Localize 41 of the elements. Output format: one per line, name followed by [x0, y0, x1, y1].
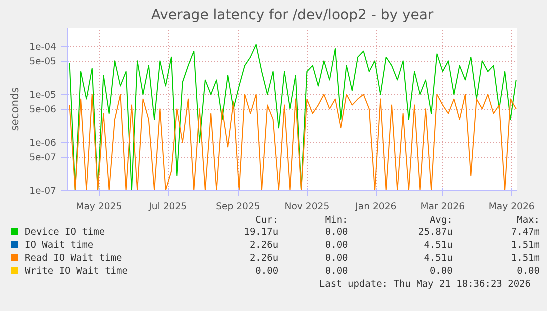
y-tick-label: 1e-06: [30, 138, 57, 150]
text: 0.00: [324, 239, 348, 252]
x-tick-label: Sep 2025: [216, 202, 260, 212]
legend-label: IO Wait time: [24, 239, 95, 252]
chart-title: Average latency for /dev/loop2 - by year: [151, 8, 434, 24]
text: Cur:: [254, 215, 279, 226]
text: 2.26u: [248, 252, 279, 265]
y-tick-label: 1e-07: [30, 186, 57, 197]
x-tick-label: May 2025: [76, 202, 122, 212]
text: Avg:: [428, 215, 453, 226]
text: Last update: Thu May 21 18:36:23 2026: [318, 278, 532, 292]
y-tick-label: 1e-04: [30, 42, 57, 54]
y-tick-label: 1e-05: [30, 90, 57, 102]
x-tick-label: Nov 2025: [284, 202, 330, 212]
text: 1.51m: [510, 239, 540, 252]
text: 0.00: [516, 265, 540, 278]
x-tick-label: Jan 2026: [354, 202, 397, 212]
legend-label: Read IO Wait time: [24, 252, 124, 265]
text: 4.51u: [423, 239, 453, 252]
text: 0.00: [324, 226, 348, 239]
y-tick-label: 5e-05: [30, 56, 57, 68]
x-tick-label: Jul 2025: [148, 202, 188, 212]
text: 1.51m: [510, 252, 540, 265]
text: 0.00: [324, 252, 348, 265]
y-axis-title: seconds: [8, 87, 22, 132]
text: 7.47m: [510, 226, 540, 239]
text: 0.00: [254, 265, 279, 278]
text: 19.17u: [243, 226, 279, 239]
y-tick-label: 5e-07: [30, 152, 57, 164]
text: Max:: [516, 215, 540, 226]
text: 2.26u: [248, 239, 279, 252]
legend-label: Write IO Wait time: [24, 265, 129, 278]
text: Min:: [324, 215, 348, 226]
x-tick-label: May 2026: [488, 202, 535, 212]
y-tick-label: 5e-06: [30, 104, 57, 116]
text: 0.00: [324, 265, 348, 278]
text: 25.87u: [418, 226, 453, 239]
text: 4.51u: [423, 252, 453, 265]
x-tick-label: Mar 2026: [420, 202, 466, 212]
legend-label: Device IO time: [24, 226, 106, 239]
text: 0.00: [428, 265, 453, 278]
